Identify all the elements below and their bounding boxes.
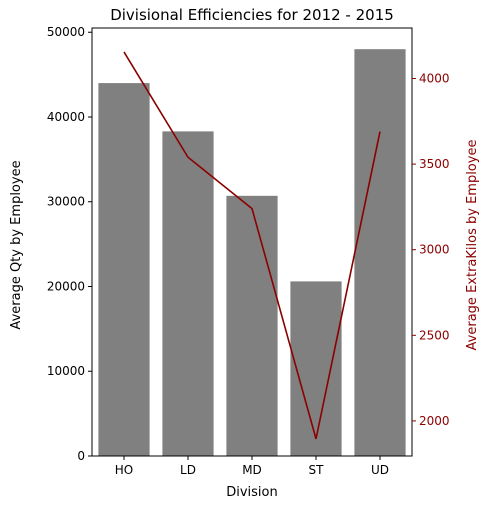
y-left-tick-label: 20000 <box>47 279 85 293</box>
bar-st <box>290 281 342 456</box>
chart-title: Divisional Efficiencies for 2012 - 2015 <box>110 6 394 24</box>
bar-md <box>226 195 278 456</box>
y-left-tick-label: 0 <box>77 449 85 463</box>
axes: 0 10000 20000 30000 40000 50000 2000 2500 3000 35… <box>47 25 450 477</box>
y-right-tick-label: 3000 <box>419 243 450 257</box>
bar-ud <box>354 49 406 457</box>
line-series <box>123 51 381 440</box>
y-axis-right-title: Average ExtraKilos by Employee <box>465 140 480 351</box>
y-left-tick-label: 50000 <box>47 25 85 39</box>
bar-ho <box>98 83 150 456</box>
y-left-tick-label: 10000 <box>47 364 85 378</box>
y-right-tick-label: 3500 <box>419 157 450 171</box>
x-tick-label-ho: HO <box>115 463 133 477</box>
x-tick-label-ld: LD <box>180 463 196 477</box>
bar-ld <box>162 131 214 457</box>
y-right-tick-label: 2500 <box>419 328 450 342</box>
y-left-tick-label: 40000 <box>47 110 85 124</box>
y-right-tick-label: 4000 <box>419 72 450 86</box>
x-axis-title: Division <box>226 485 278 500</box>
extrakilos-line <box>123 51 381 440</box>
x-tick-label-md: MD <box>242 463 262 477</box>
y-axis-left-title: Average Qty by Employee <box>9 160 24 329</box>
x-tick-label-st: ST <box>309 463 325 477</box>
x-tick-label-ud: UD <box>371 463 389 477</box>
y-left-tick-label: 30000 <box>47 195 85 209</box>
bar-series <box>98 49 406 457</box>
y-right-tick-label: 2000 <box>419 414 450 428</box>
